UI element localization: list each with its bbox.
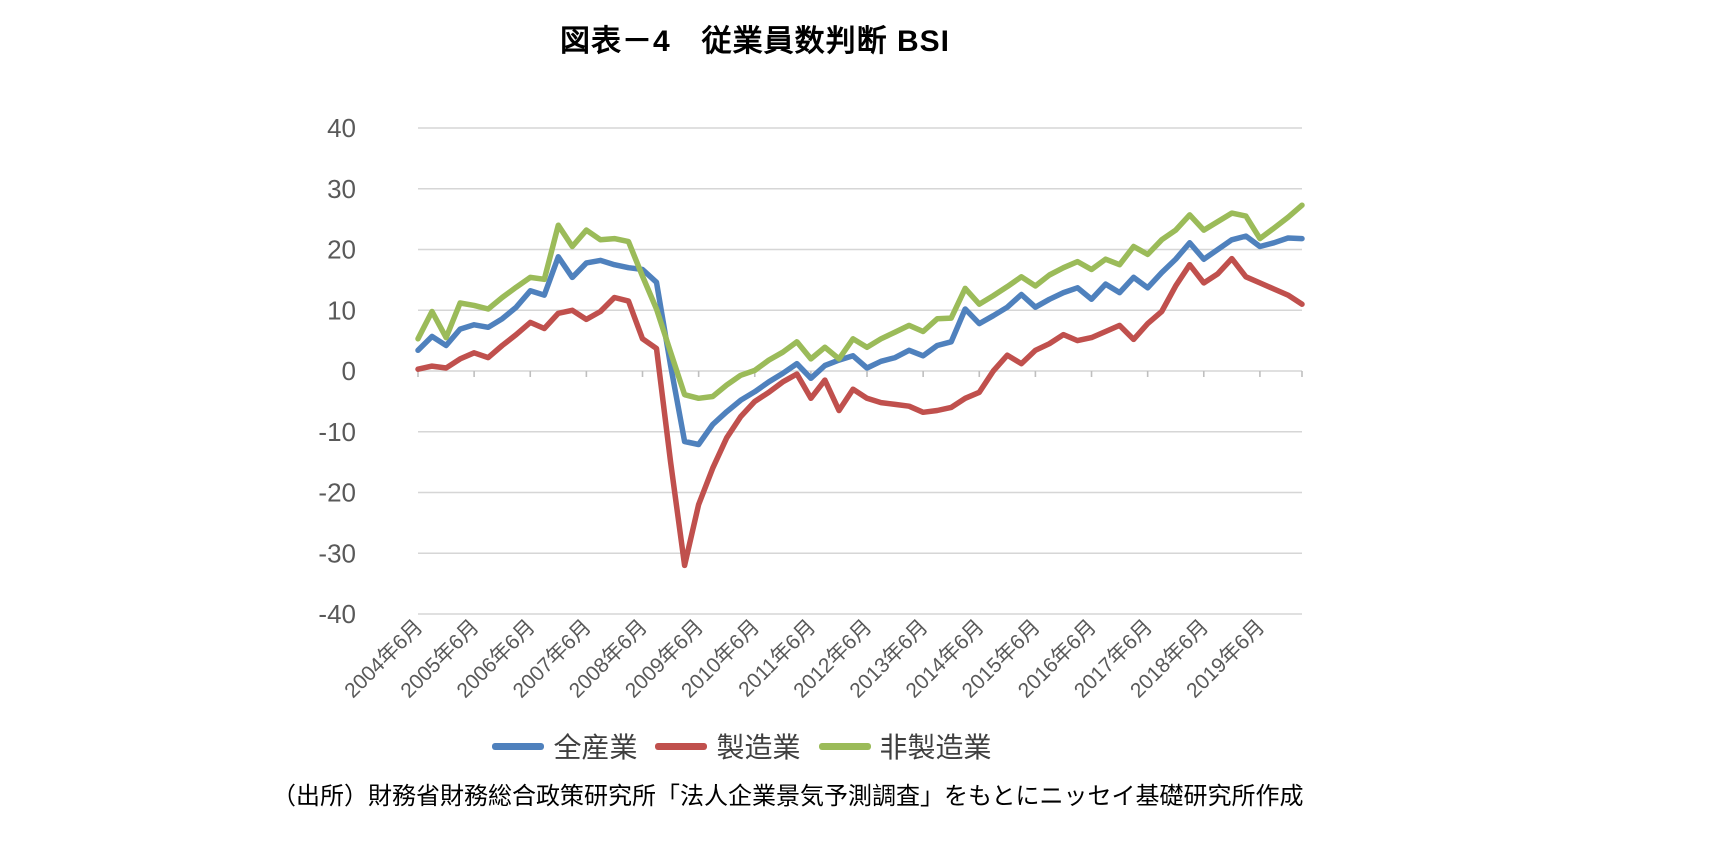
- series-line-2: [415, 202, 1305, 402]
- y-axis-tick-label: 40: [327, 113, 356, 143]
- y-axis-tick-label: 30: [327, 174, 356, 204]
- legend-line-swatch: [492, 742, 545, 750]
- legend-label: 製造業: [716, 732, 801, 763]
- y-axis-tick-label: -30: [318, 538, 356, 568]
- y-axis-tick-label: 20: [327, 235, 356, 265]
- legend-line-swatch: [655, 742, 708, 750]
- series-line-0: [415, 233, 1305, 448]
- y-axis-tick-label: 10: [327, 295, 356, 325]
- series-line-1: [415, 255, 1305, 569]
- legend-label: 非製造業: [879, 732, 992, 763]
- legend-item-0: 全産業: [492, 726, 637, 766]
- y-axis-tick-label: -10: [318, 417, 356, 447]
- legend-line-swatch: [818, 742, 871, 750]
- source-note: （出所）財務省財務総合政策研究所「法人企業景気予測調査」をもとにニッセイ基礎研究…: [272, 783, 1304, 810]
- y-axis-tick-label: 0: [342, 356, 356, 386]
- legend-item-1: 製造業: [655, 726, 801, 766]
- chart-title: 図表－4 従業員数判断 BSI: [559, 25, 951, 58]
- y-axis-tick-label: -40: [318, 599, 356, 629]
- y-axis-tick-label: -20: [318, 478, 356, 508]
- legend-label: 全産業: [553, 732, 638, 763]
- chart-legend: 全産業 製造業 非製造業: [0, 726, 1484, 766]
- legend-item-2: 非製造業: [818, 726, 992, 766]
